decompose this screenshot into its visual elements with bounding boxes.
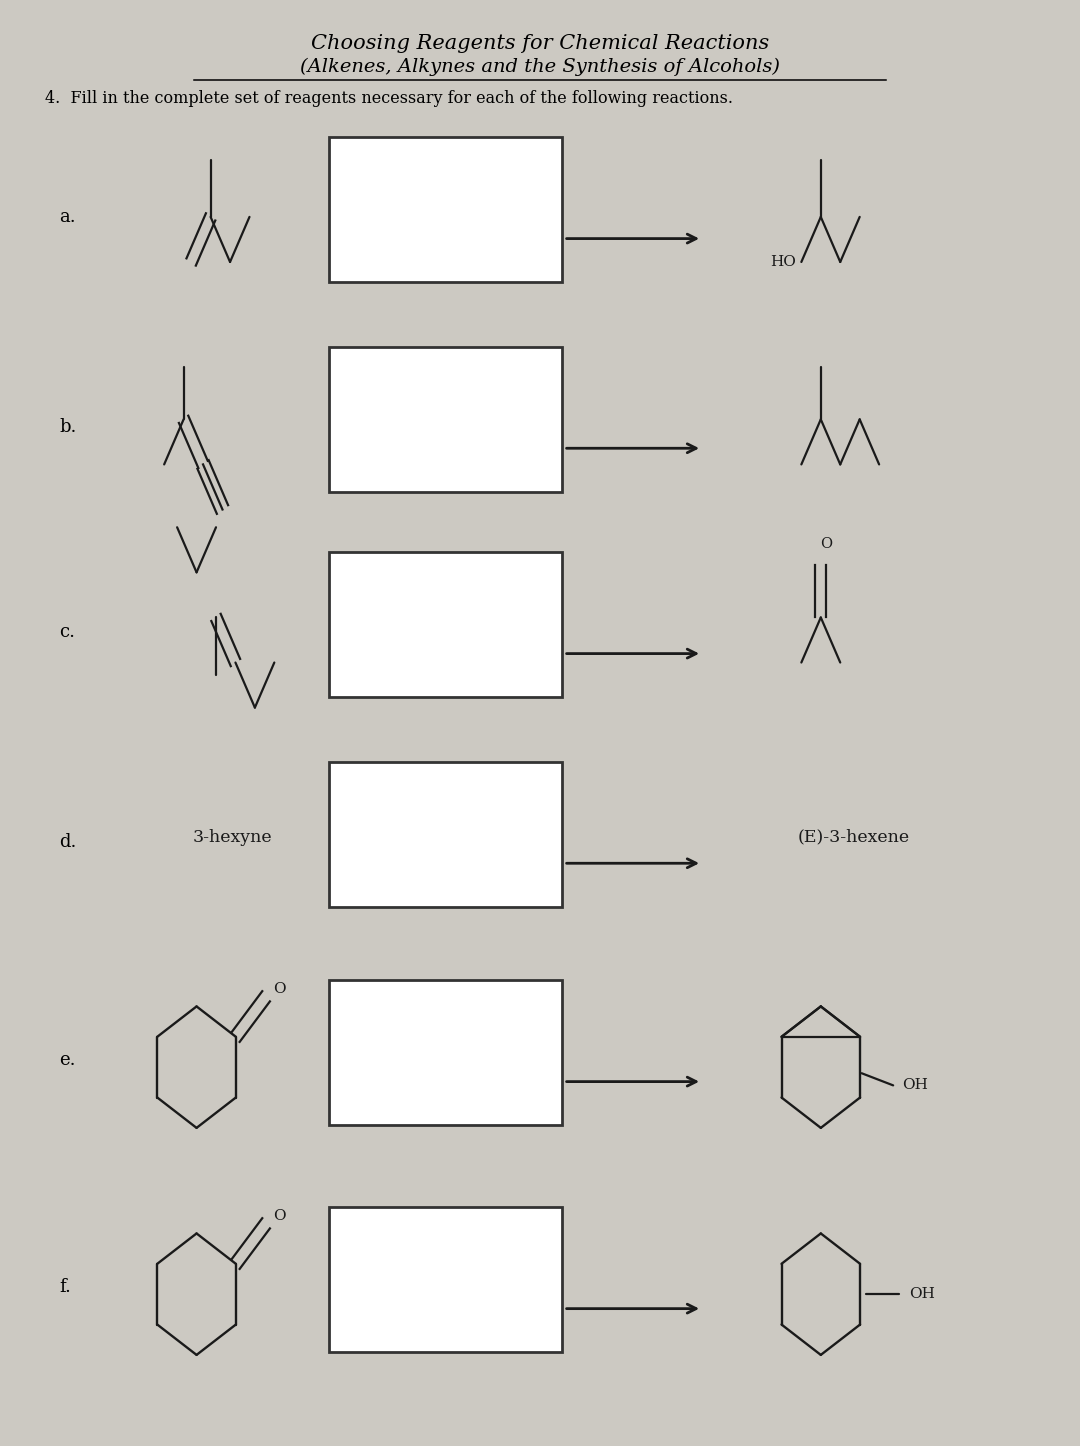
Text: 3-hexyne: 3-hexyne [192,829,272,846]
Bar [329,552,562,697]
Text: b.: b. [59,418,77,435]
Bar [329,980,562,1125]
Text: Choosing Reagents for Chemical Reactions: Choosing Reagents for Chemical Reactions [311,33,769,54]
Bar [329,762,562,907]
Text: f.: f. [59,1278,71,1296]
Bar [329,347,562,492]
Text: O: O [273,982,285,996]
Text: a.: a. [59,208,76,226]
Text: c.: c. [59,623,76,641]
Text: d.: d. [59,833,77,850]
Bar [329,1207,562,1352]
Text: (Alkenes, Alkynes and the Synthesis of Alcohols): (Alkenes, Alkynes and the Synthesis of A… [300,58,780,75]
Text: O: O [273,1209,285,1223]
Text: (E)-3-hexene: (E)-3-hexene [797,829,909,846]
Text: O: O [820,536,833,551]
Text: OH: OH [909,1287,935,1301]
Text: 4.  Fill in the complete set of reagents necessary for each of the following rea: 4. Fill in the complete set of reagents … [45,90,733,107]
Bar [329,137,562,282]
Text: OH: OH [902,1079,928,1092]
Text: e.: e. [59,1051,76,1069]
Text: HO: HO [770,254,796,269]
